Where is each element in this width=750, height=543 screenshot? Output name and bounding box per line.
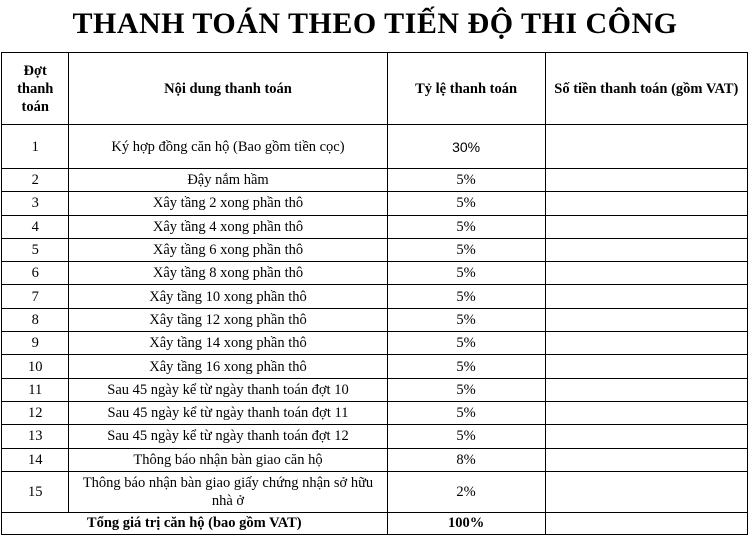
cell-stage: 4 (0, 214, 70, 239)
cell-amount (544, 377, 749, 402)
table-row: 15 Thông báo nhận bàn giao giấy chứng nhậ… (0, 470, 749, 513)
total-row: Tổng giá trị căn hộ (bao gồm VAT) 100% (1, 511, 749, 535)
cell-amount (544, 307, 749, 333)
table-row: 10 Xây tầng 16 xong phần thô 5% (0, 354, 749, 379)
cell-stage: 5 (0, 237, 70, 263)
cell-rate: 30% (386, 124, 546, 169)
cell-content: Sau 45 ngày kể từ ngày thanh toán đợt 12 (68, 424, 388, 449)
cell-rate: 5% (386, 261, 546, 286)
total-rate: 100% (386, 511, 546, 535)
total-amount (544, 511, 749, 535)
cell-content: Ký hợp đồng căn hộ (Bao gồm tiền cọc) (68, 124, 388, 169)
cell-content: Xây tầng 16 xong phần thô (68, 354, 388, 379)
table-row: 6 Xây tầng 8 xong phần thô 5% (0, 261, 749, 286)
payment-schedule-table: Đợt thanh toán Nội dung thanh toán Tỷ lệ… (0, 52, 749, 535)
cell-rate: 5% (386, 191, 546, 216)
cell-rate: 5% (386, 284, 546, 309)
cell-content: Xây tầng 12 xong phần thô (68, 307, 388, 333)
cell-content: Thông báo nhận bàn giao căn hộ (68, 447, 388, 472)
table-row: 2 Đậy nắm hầm 5% (0, 167, 749, 193)
cell-content: Xây tầng 4 xong phần thô (68, 214, 388, 239)
cell-amount (544, 167, 749, 193)
cell-content: Sau 45 ngày kể từ ngày thanh toán đợt 10 (68, 377, 388, 402)
table-row: 3 Xây tầng 2 xong phần thô 5% (0, 191, 749, 216)
header-amount: Số tiền thanh toán (gồm VAT) (544, 52, 749, 125)
cell-amount (544, 261, 749, 286)
cell-amount (544, 424, 749, 449)
page-title: THANH TOÁN THEO TIẾN ĐỘ THI CÔNG (72, 7, 678, 40)
cell-content: Đậy nắm hầm (68, 167, 388, 193)
cell-rate: 5% (386, 167, 546, 193)
cell-rate: 5% (386, 424, 546, 449)
header-rate: Tỷ lệ thanh toán (386, 52, 546, 125)
cell-content: Thông báo nhận bàn giao giấy chứng nhận … (68, 470, 388, 513)
cell-amount (544, 447, 749, 472)
cell-rate: 8% (386, 447, 546, 472)
cell-amount (544, 191, 749, 216)
table-row: 13 Sau 45 ngày kể từ ngày thanh toán đợt … (0, 424, 749, 449)
cell-content: Xây tầng 14 xong phần thô (68, 331, 388, 356)
table-row: 5 Xây tầng 6 xong phần thô 5% (0, 237, 749, 263)
cell-stage: 12 (0, 400, 70, 426)
header-content: Nội dung thanh toán (68, 52, 388, 125)
cell-stage: 11 (0, 377, 70, 402)
cell-rate: 5% (386, 331, 546, 356)
table-row: 8 Xây tầng 12 xong phần thô 5% (0, 307, 749, 333)
cell-amount (544, 284, 749, 309)
table-row: 1 Ký hợp đồng căn hộ (Bao gồm tiền cọc) 30… (0, 124, 749, 169)
table-row: 12 Sau 45 ngày kể từ ngày thanh toán đợt … (0, 400, 749, 426)
cell-amount (544, 237, 749, 263)
cell-content: Xây tầng 10 xong phần thô (68, 284, 388, 309)
cell-rate: 5% (386, 354, 546, 379)
cell-amount (544, 214, 749, 239)
cell-content: Xây tầng 8 xong phần thô (68, 261, 388, 286)
cell-amount (544, 354, 749, 379)
cell-stage: 6 (0, 261, 70, 286)
cell-amount (544, 124, 749, 169)
cell-stage: 14 (0, 447, 70, 472)
table-header-row: Đợt thanh toán Nội dung thanh toán Tỷ lệ… (0, 52, 749, 125)
cell-content: Xây tầng 6 xong phần thô (68, 237, 388, 263)
cell-rate: 2% (386, 470, 546, 513)
cell-rate: 5% (386, 214, 546, 239)
cell-rate: 5% (386, 400, 546, 426)
table-row: 9 Xây tầng 14 xong phần thô 5% (0, 331, 749, 356)
table-row: 7 Xây tầng 10 xong phần thô 5% (0, 284, 749, 309)
cell-content: Xây tầng 2 xong phần thô (68, 191, 388, 216)
cell-stage: 7 (0, 284, 70, 309)
table-row: 11 Sau 45 ngày kể từ ngày thanh toán đợt … (0, 377, 749, 402)
cell-stage: 10 (0, 354, 70, 379)
table-body: 1 Ký hợp đồng căn hộ (Bao gồm tiền cọc) 30… (0, 124, 749, 513)
cell-amount (544, 470, 749, 513)
total-label: Tổng giá trị căn hộ (bao gồm VAT) (1, 511, 388, 535)
table-row: 4 Xây tầng 4 xong phần thô 5% (0, 214, 749, 239)
table-row: 14 Thông báo nhận bàn giao căn hộ 8% (0, 447, 749, 472)
cell-rate: 5% (386, 237, 546, 263)
cell-rate: 5% (386, 377, 546, 402)
cell-amount (544, 331, 749, 356)
cell-stage: 9 (0, 331, 70, 356)
cell-amount (544, 400, 749, 426)
cell-stage: 8 (0, 307, 70, 333)
cell-stage: 15 (0, 470, 70, 513)
cell-stage: 13 (0, 424, 70, 449)
cell-stage: 1 (0, 124, 70, 169)
header-stage: Đợt thanh toán (0, 52, 70, 125)
cell-content: Sau 45 ngày kể từ ngày thanh toán đợt 11 (68, 400, 388, 426)
cell-stage: 2 (0, 167, 70, 193)
cell-rate: 5% (386, 307, 546, 333)
cell-stage: 3 (0, 191, 70, 216)
